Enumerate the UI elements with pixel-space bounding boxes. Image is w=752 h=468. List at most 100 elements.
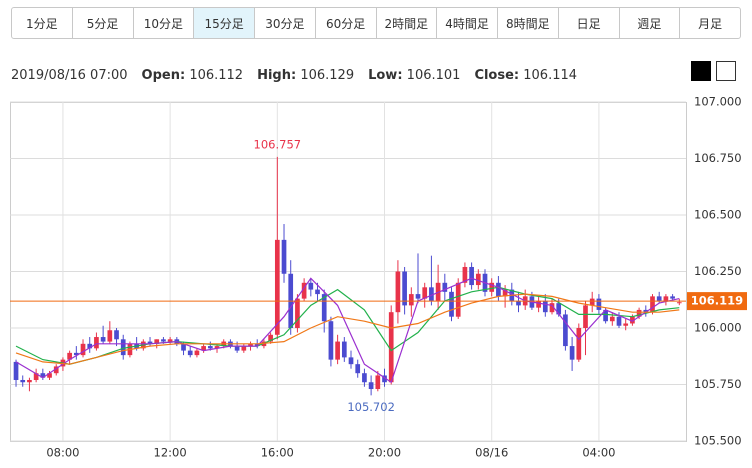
candle-body (301, 282, 307, 299)
candle-body (475, 273, 481, 286)
label: Close: (474, 68, 520, 83)
y-tick-label: 105.500 (694, 434, 742, 448)
y-tick-label: 105.750 (694, 377, 742, 391)
candle-body (395, 271, 401, 313)
candle-body (60, 359, 66, 367)
candle-body (154, 339, 160, 344)
candle-body (254, 343, 260, 347)
value: 106.114 (523, 68, 578, 83)
label: High: (257, 68, 297, 83)
moving-average (15, 293, 680, 365)
candle-body (469, 266, 474, 286)
label: Low: (368, 68, 403, 83)
value: 106.129 (300, 68, 355, 83)
candle-body (174, 339, 180, 344)
candle-body (455, 282, 461, 317)
candle-body (100, 337, 106, 342)
candle-body (603, 309, 608, 322)
datetime: 2019/08/16 07:00 (11, 68, 128, 83)
candle-body (609, 316, 615, 322)
candle-body (650, 296, 655, 313)
candle-body (422, 287, 428, 299)
candle-body (643, 309, 649, 313)
candle-body (382, 375, 387, 383)
candle-body (596, 298, 602, 310)
candle-body (114, 330, 119, 340)
candle-body (308, 282, 314, 290)
candle-body (241, 346, 247, 351)
candle-body (402, 271, 407, 306)
candle-body (569, 346, 575, 360)
timeframe-button[interactable]: 4時間足 (436, 8, 497, 38)
candle-body (288, 273, 294, 328)
candle-body (449, 291, 454, 317)
timeframe-button[interactable]: 5分足 (71, 8, 133, 38)
candle-body (482, 273, 488, 292)
candle-body (201, 346, 206, 351)
light-toggle[interactable] (716, 61, 736, 81)
ohlc-header: 2019/08/16 07:00 Open: 106.112 High: 106.1… (11, 68, 577, 83)
y-tick-label: 106.250 (694, 264, 742, 278)
candle-body (355, 364, 361, 374)
candle-body (127, 343, 133, 356)
timeframe-button[interactable]: 15分足 (193, 8, 254, 38)
timeframe-button[interactable]: 日足 (557, 8, 619, 38)
candle-body (489, 282, 495, 292)
current-price-box (687, 292, 747, 311)
candle-body (529, 296, 535, 308)
candle-body (636, 309, 642, 317)
candle-body (161, 339, 166, 342)
candle-body (207, 346, 213, 349)
candle-body (248, 343, 253, 347)
candle-body (274, 239, 280, 335)
timeframe-button[interactable]: 週足 (618, 8, 680, 38)
value: 106.112 (189, 68, 244, 83)
candle-body (234, 346, 240, 351)
extreme-label: 106.757 (254, 137, 302, 151)
candle-body (13, 361, 19, 380)
candle-body (47, 373, 52, 378)
candle-body (328, 321, 334, 360)
candle-body (281, 239, 287, 274)
timeframe-button[interactable]: 8時間足 (497, 8, 558, 38)
timeframe-bar: 1分足 5分足 10分足 15分足 30分足 60分足 2時間足 4時間足 8時間足 日足 週足 月足 (11, 7, 741, 39)
timeframe-button[interactable]: 1分足 (26, 16, 58, 31)
candle-body (549, 303, 555, 313)
candle-body (73, 352, 79, 356)
candle-body (408, 294, 414, 306)
candle-body (663, 296, 669, 301)
candle-body (67, 352, 72, 360)
candle-body (656, 296, 662, 301)
candle-body (221, 341, 227, 347)
candle-body (442, 282, 448, 292)
timeframe-button[interactable]: 60分足 (314, 8, 376, 38)
candle-body (20, 379, 26, 383)
x-tick-label: 20:00 (368, 446, 401, 460)
timeframe-button[interactable]: 10分足 (132, 8, 194, 38)
candle-body (261, 341, 267, 347)
candle-body (630, 316, 635, 324)
candle-body (589, 298, 595, 306)
candle-body (556, 303, 562, 315)
candle-body (576, 328, 582, 360)
x-tick-label: 16:00 (261, 446, 294, 460)
extreme-label: 105.702 (347, 400, 395, 414)
candle-body (375, 375, 381, 390)
candle-body (341, 341, 347, 358)
candle-body (40, 373, 46, 378)
candle-body (362, 373, 367, 383)
candle-body (388, 312, 394, 383)
y-tick-label: 106.750 (694, 151, 742, 165)
timeframe-button[interactable]: 30分足 (254, 8, 315, 38)
timeframe-button[interactable]: 月足 (679, 8, 740, 38)
timeframe-button[interactable]: 2時間足 (375, 8, 437, 38)
candle-body (140, 341, 146, 349)
dark-toggle[interactable] (691, 61, 711, 81)
current-price-label: 106.119 (691, 294, 743, 308)
candle-body (542, 300, 548, 313)
candle-body (415, 294, 421, 299)
candle-body (107, 330, 113, 342)
candle-body (228, 341, 233, 347)
candle-body (120, 339, 126, 356)
